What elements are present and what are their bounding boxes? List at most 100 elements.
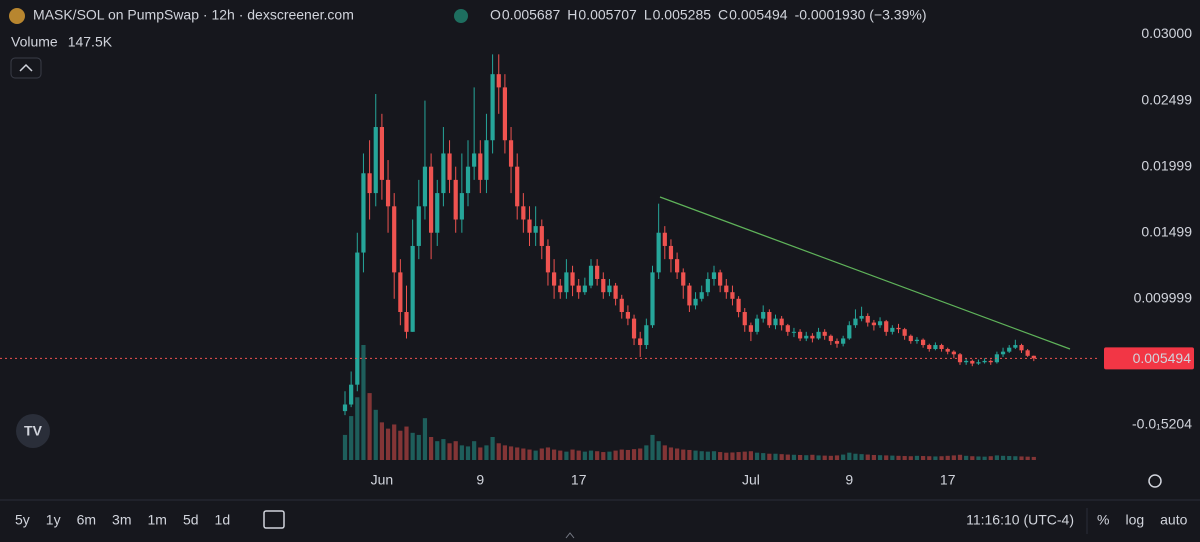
volume-bar xyxy=(625,449,630,460)
chart-title: MASK/SOL on PumpSwap · 12h · dexscreener… xyxy=(33,7,354,23)
candle-body xyxy=(527,219,532,233)
candle-body xyxy=(650,272,655,326)
volume-bar xyxy=(656,441,661,460)
range-button[interactable]: 6m xyxy=(77,512,96,528)
volume-bar xyxy=(847,452,852,460)
volume-bar xyxy=(884,455,889,460)
candle-body xyxy=(662,232,667,246)
candle-body xyxy=(459,193,464,220)
volume-bar xyxy=(742,451,747,460)
volume-bar xyxy=(404,426,409,460)
trend-line xyxy=(659,196,1071,350)
range-button[interactable]: 1y xyxy=(46,512,61,528)
candle-body xyxy=(785,325,790,332)
candle-body xyxy=(429,166,434,233)
scale-option[interactable]: log xyxy=(1125,512,1144,528)
volume-bar xyxy=(533,450,538,460)
x-tick-label: Jun xyxy=(371,472,394,488)
volume-bar xyxy=(1031,456,1036,460)
calendar-icon[interactable] xyxy=(263,510,285,529)
candle-body xyxy=(472,153,477,167)
volume-bar xyxy=(564,451,569,460)
y-tick-label: 0.01499 xyxy=(1141,224,1192,240)
candle-body xyxy=(767,312,772,326)
expand-icon[interactable] xyxy=(565,532,575,539)
volume-bar xyxy=(429,437,434,460)
candle-body xyxy=(711,272,717,279)
candle-body xyxy=(385,179,391,207)
volume-bar xyxy=(398,430,403,460)
volume-bar xyxy=(902,456,907,460)
ohlc-letter: H xyxy=(567,7,577,23)
range-button[interactable]: 5y xyxy=(15,512,30,528)
volume-label: Volume xyxy=(11,34,58,50)
y-tick-label: 0.01999 xyxy=(1141,158,1192,174)
visibility-icon[interactable] xyxy=(454,9,468,23)
candle-body xyxy=(964,360,969,363)
volume-bar xyxy=(1007,456,1012,460)
x-tick-label: 17 xyxy=(940,472,956,488)
candle-body xyxy=(490,74,495,141)
y-tick-label: 0.03000 xyxy=(1141,25,1192,41)
volume-bar xyxy=(496,443,501,460)
token-icon xyxy=(9,8,25,24)
candle-body xyxy=(367,173,372,194)
last-price-badge xyxy=(1104,347,1194,370)
candle-body xyxy=(834,341,840,344)
candle-body xyxy=(730,292,735,299)
volume-bar xyxy=(921,456,926,460)
volume-bar xyxy=(484,445,489,460)
candle-body xyxy=(877,321,883,326)
volume-bar xyxy=(342,434,348,460)
candle-body xyxy=(668,245,674,260)
candle-body xyxy=(410,245,415,332)
candle-body xyxy=(699,292,704,299)
volume-bar xyxy=(367,393,372,460)
volume-bar xyxy=(730,452,735,460)
candle-body xyxy=(508,140,514,167)
candle-body xyxy=(588,265,594,286)
volume-bar xyxy=(570,449,575,460)
settings-icon[interactable] xyxy=(1148,474,1162,488)
range-button[interactable]: 1m xyxy=(148,512,167,528)
range-button[interactable]: 3m xyxy=(112,512,131,528)
candle-body xyxy=(1031,355,1036,359)
ohlc-letter: C xyxy=(718,7,728,23)
volume-bar xyxy=(810,454,815,460)
ohlc-value: 0.005687 xyxy=(502,7,561,23)
candle-body xyxy=(582,285,587,293)
volume-bar xyxy=(718,452,723,460)
scale-option[interactable]: % xyxy=(1097,512,1109,528)
volume-bar xyxy=(607,451,612,460)
range-button[interactable]: 1d xyxy=(215,512,231,528)
candle-body xyxy=(564,272,569,293)
volume-bar xyxy=(705,451,710,460)
candle-body xyxy=(416,206,421,246)
candle-body xyxy=(373,127,378,194)
candle-body xyxy=(982,360,987,363)
candle-body xyxy=(939,345,944,350)
range-button[interactable]: 5d xyxy=(183,512,199,528)
volume-bar xyxy=(724,452,729,460)
volume-bar xyxy=(871,454,876,460)
volume-bar xyxy=(459,445,464,460)
collapse-button[interactable] xyxy=(10,57,42,79)
candle-body xyxy=(748,325,753,332)
candle-body xyxy=(342,404,348,412)
candle-body xyxy=(921,339,926,346)
volume-bar xyxy=(502,445,507,460)
volume-bar xyxy=(791,454,797,460)
volume-bar xyxy=(441,439,446,460)
candle-body xyxy=(552,272,557,286)
candle-body xyxy=(379,127,384,180)
candle-body xyxy=(828,335,833,342)
candle-body xyxy=(453,179,458,220)
volume-bar xyxy=(527,449,532,460)
volume-bar xyxy=(748,451,753,460)
tv-logo[interactable] xyxy=(16,414,50,448)
scale-option[interactable]: auto xyxy=(1160,512,1187,528)
candle-body xyxy=(631,318,637,339)
volume-bar xyxy=(552,449,557,460)
volume-bar xyxy=(841,454,846,460)
